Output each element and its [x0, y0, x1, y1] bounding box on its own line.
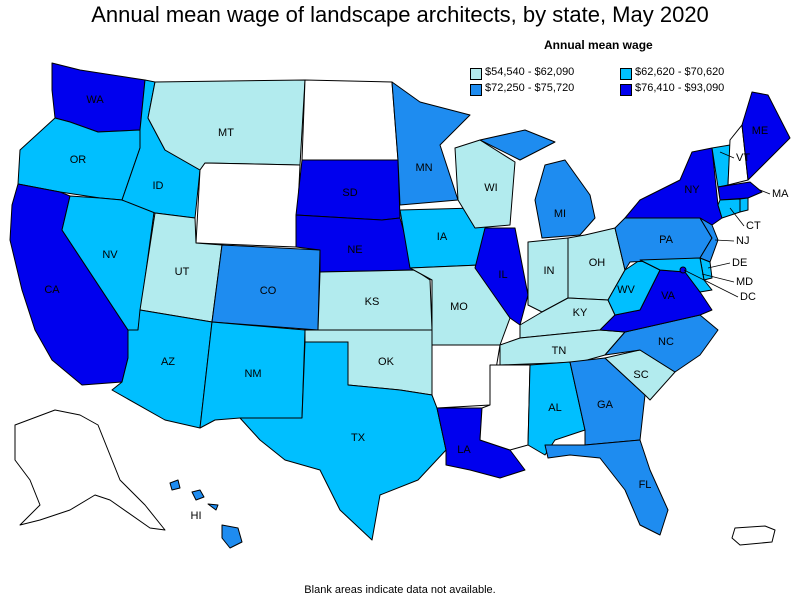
state-label-WI: WI	[484, 182, 497, 194]
state-label-AZ: AZ	[161, 356, 175, 368]
state-NY[interactable]	[624, 147, 723, 226]
state-label-CT: CT	[746, 220, 761, 232]
state-label-TX: TX	[351, 432, 366, 444]
state-WY[interactable]	[195, 162, 301, 248]
leader-line-MD	[701, 273, 735, 283]
state-label-NE: NE	[347, 244, 362, 256]
state-CT[interactable]	[717, 198, 741, 219]
leader-line-DE	[707, 262, 731, 269]
state-label-OH: OH	[589, 257, 606, 269]
state-TX[interactable]	[239, 341, 447, 541]
footnote: Blank areas indicate data not available.	[304, 584, 496, 596]
page-title: Annual mean wage of landscape architects…	[91, 2, 709, 27]
state-AR[interactable]	[431, 344, 501, 409]
legend-swatch	[620, 84, 632, 96]
state-label-FL: FL	[639, 479, 652, 491]
state-label-NM: NM	[244, 368, 261, 380]
state-label-MN: MN	[415, 162, 432, 174]
state-label-MA: MA	[772, 188, 789, 200]
state-label-NV: NV	[102, 249, 118, 261]
state-label-DC: DC	[740, 291, 756, 303]
legend-swatch	[620, 68, 632, 80]
state-label-WV: WV	[617, 284, 635, 296]
state-label-SD: SD	[342, 187, 357, 199]
state-label-WA: WA	[86, 94, 104, 106]
legend-range: $54,540 - $62,090	[485, 66, 575, 78]
state-label-HI: HI	[191, 510, 202, 522]
state-label-TN: TN	[552, 345, 567, 357]
state-label-VA: VA	[661, 290, 676, 302]
legend-range: $72,250 - $75,720	[485, 82, 575, 94]
state-labels: WA OR CA NV ID MT UT AZ CO NM SD NE KS OK TX MN IA MO LA WI…	[44, 94, 789, 522]
state-label-SC: SC	[633, 369, 648, 381]
state-label-ID: ID	[153, 180, 164, 192]
state-label-IN: IN	[544, 265, 555, 277]
state-label-ME: ME	[752, 125, 769, 137]
state-label-NY: NY	[684, 184, 700, 196]
state-label-CA: CA	[44, 284, 60, 296]
state-MD[interactable]	[639, 257, 713, 293]
state-label-NC: NC	[658, 336, 674, 348]
state-RI[interactable]	[739, 197, 749, 213]
state-label-AL: AL	[548, 402, 561, 414]
state-label-PA: PA	[659, 234, 674, 246]
legend-range: $76,410 - $93,090	[635, 82, 725, 94]
state-label-GA: GA	[597, 399, 614, 411]
state-AK[interactable]	[14, 409, 166, 531]
state-label-LA: LA	[457, 444, 471, 456]
state-label-VT: VT	[736, 152, 750, 164]
state-label-OR: OR	[70, 154, 87, 166]
state-label-MI: MI	[554, 208, 566, 220]
leader-line-CT	[729, 207, 745, 227]
state-label-KY: KY	[573, 307, 588, 319]
state-label-NJ: NJ	[736, 235, 749, 247]
state-label-OK: OK	[378, 356, 395, 368]
state-ND[interactable]	[301, 79, 399, 161]
legend-swatch	[470, 84, 482, 96]
state-label-MD: MD	[736, 276, 753, 288]
state-label-MO: MO	[450, 301, 468, 313]
state-HI[interactable]	[169, 479, 243, 549]
legend-range: $62,620 - $70,620	[635, 66, 725, 78]
state-DC[interactable]	[679, 266, 687, 274]
leader-line-VT	[719, 151, 735, 159]
state-FL[interactable]	[544, 439, 669, 536]
leader-line-MA	[759, 189, 771, 195]
state-label-DE: DE	[732, 257, 747, 269]
state-MI[interactable]	[479, 129, 596, 239]
state-PR[interactable]	[731, 525, 776, 546]
state-label-MT: MT	[218, 127, 234, 139]
state-label-KS: KS	[365, 296, 380, 308]
state-label-IL: IL	[498, 269, 507, 281]
legend-swatch	[470, 68, 482, 80]
legend-title: Annual mean wage	[544, 38, 653, 52]
state-label-UT: UT	[175, 266, 190, 278]
state-label-CO: CO	[260, 285, 277, 297]
state-MN[interactable]	[391, 81, 471, 206]
state-label-IA: IA	[437, 231, 448, 243]
state-MA[interactable]	[717, 181, 763, 201]
leader-line-DC	[683, 269, 739, 298]
state-ME[interactable]	[741, 91, 791, 181]
state-KS[interactable]	[317, 269, 433, 331]
leader-line-NJ	[714, 239, 735, 242]
